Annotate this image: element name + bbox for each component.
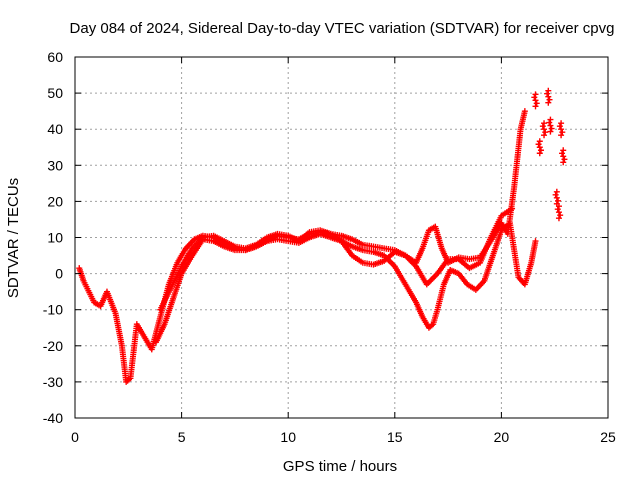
data-point xyxy=(536,144,543,151)
x-tick-label: 20 xyxy=(494,429,510,445)
data-point xyxy=(559,129,566,136)
series-sdtvar-late-points xyxy=(531,87,568,222)
series-sdtvar-track-c xyxy=(157,205,516,313)
y-tick-label: 20 xyxy=(47,193,63,209)
data-point xyxy=(539,123,546,130)
data-point xyxy=(558,132,565,139)
data-point xyxy=(533,100,540,107)
data-point xyxy=(555,203,562,210)
x-tick-label: 10 xyxy=(280,429,296,445)
data-point xyxy=(553,194,560,201)
data-point xyxy=(509,205,516,212)
x-tick-label: 5 xyxy=(178,429,186,445)
data-point xyxy=(555,215,562,222)
data-point xyxy=(547,116,554,123)
data-point xyxy=(555,197,562,204)
data-point xyxy=(558,120,565,127)
data-point xyxy=(532,103,539,110)
y-tick-label: -20 xyxy=(43,338,63,354)
y-tick-label: 30 xyxy=(47,157,63,173)
data-point xyxy=(547,128,554,135)
data-point xyxy=(560,147,567,154)
series-sdtvar-track-a xyxy=(76,108,528,385)
y-tick-label: 0 xyxy=(55,266,63,282)
data-point xyxy=(532,97,539,104)
data-point xyxy=(556,123,563,130)
data-point xyxy=(545,87,552,94)
data-point xyxy=(559,150,566,157)
y-tick-label: 10 xyxy=(47,230,63,246)
data-point xyxy=(521,108,528,115)
data-point xyxy=(552,191,559,198)
y-axis-label: SDTVAR / TECUs xyxy=(5,178,22,298)
x-tick-label: 15 xyxy=(387,429,403,445)
data-point xyxy=(545,99,552,106)
x-axis-label: GPS time / hours xyxy=(283,458,397,475)
data-point xyxy=(541,120,548,127)
data-point xyxy=(541,132,548,139)
data-point xyxy=(535,141,542,148)
data-point xyxy=(557,212,564,219)
x-tick-label: 0 xyxy=(71,429,79,445)
data-point xyxy=(531,94,538,101)
y-tick-label: 60 xyxy=(47,49,63,65)
x-tick-label: 25 xyxy=(600,429,616,445)
data-point xyxy=(547,122,554,129)
data-point xyxy=(532,238,539,245)
data-points xyxy=(76,87,568,385)
data-point xyxy=(558,126,565,133)
y-tick-label: -10 xyxy=(43,302,63,318)
data-point xyxy=(532,91,539,98)
axis-ticks xyxy=(74,56,609,419)
data-point xyxy=(537,147,544,154)
data-point xyxy=(560,153,567,160)
series-sdtvar-track-b xyxy=(153,220,539,346)
data-point xyxy=(542,129,549,136)
data-point xyxy=(536,150,543,157)
data-point xyxy=(546,96,553,103)
data-point xyxy=(545,93,552,100)
y-tick-label: 50 xyxy=(47,85,63,101)
data-point xyxy=(548,125,555,132)
data-point xyxy=(546,119,553,126)
y-tick-label: -40 xyxy=(43,410,63,426)
data-point xyxy=(554,206,561,213)
y-tick-label: -30 xyxy=(43,374,63,390)
tick-labels: 0 5 10 15 20 25 -40 -30 -20 -10 0 10 20 30 40 50 60 xyxy=(43,49,616,445)
chart-title: Day 084 of 2024, Sidereal Day-to-day VTE… xyxy=(70,20,615,37)
data-point xyxy=(541,126,548,133)
data-point xyxy=(560,159,567,166)
data-point xyxy=(555,209,562,216)
data-point xyxy=(536,138,543,145)
y-tick-label: 40 xyxy=(47,121,63,137)
data-point xyxy=(561,156,568,163)
data-point xyxy=(544,90,551,97)
data-point xyxy=(553,188,560,195)
